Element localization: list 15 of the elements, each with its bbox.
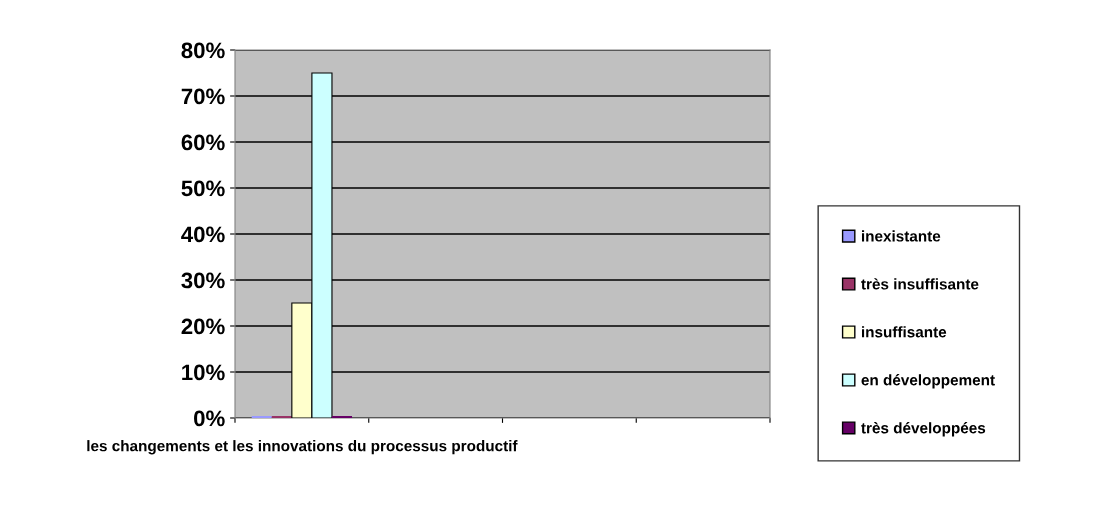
y-tick-label: 10% bbox=[182, 364, 225, 381]
y-tick-label: 80% bbox=[181, 42, 225, 59]
legend-label: insuffisante bbox=[861, 326, 947, 338]
y-tick-label: 40% bbox=[181, 226, 225, 243]
legend-label: très développées bbox=[861, 422, 986, 437]
y-tick-label: 30% bbox=[181, 272, 225, 289]
y-tick-label: 20% bbox=[181, 318, 225, 335]
x-tick-label: les changements et les innovations du processus productif bbox=[87, 440, 518, 455]
y-tick-label: 70% bbox=[181, 88, 225, 105]
y-tick-label: 0% bbox=[194, 410, 225, 427]
legend-label: en développement bbox=[861, 374, 995, 389]
legend-label: très insuffisante bbox=[861, 278, 979, 290]
y-tick-label: 60% bbox=[181, 134, 225, 151]
y-tick-label: 50% bbox=[181, 180, 225, 197]
legend-label: inexistante bbox=[861, 230, 941, 242]
